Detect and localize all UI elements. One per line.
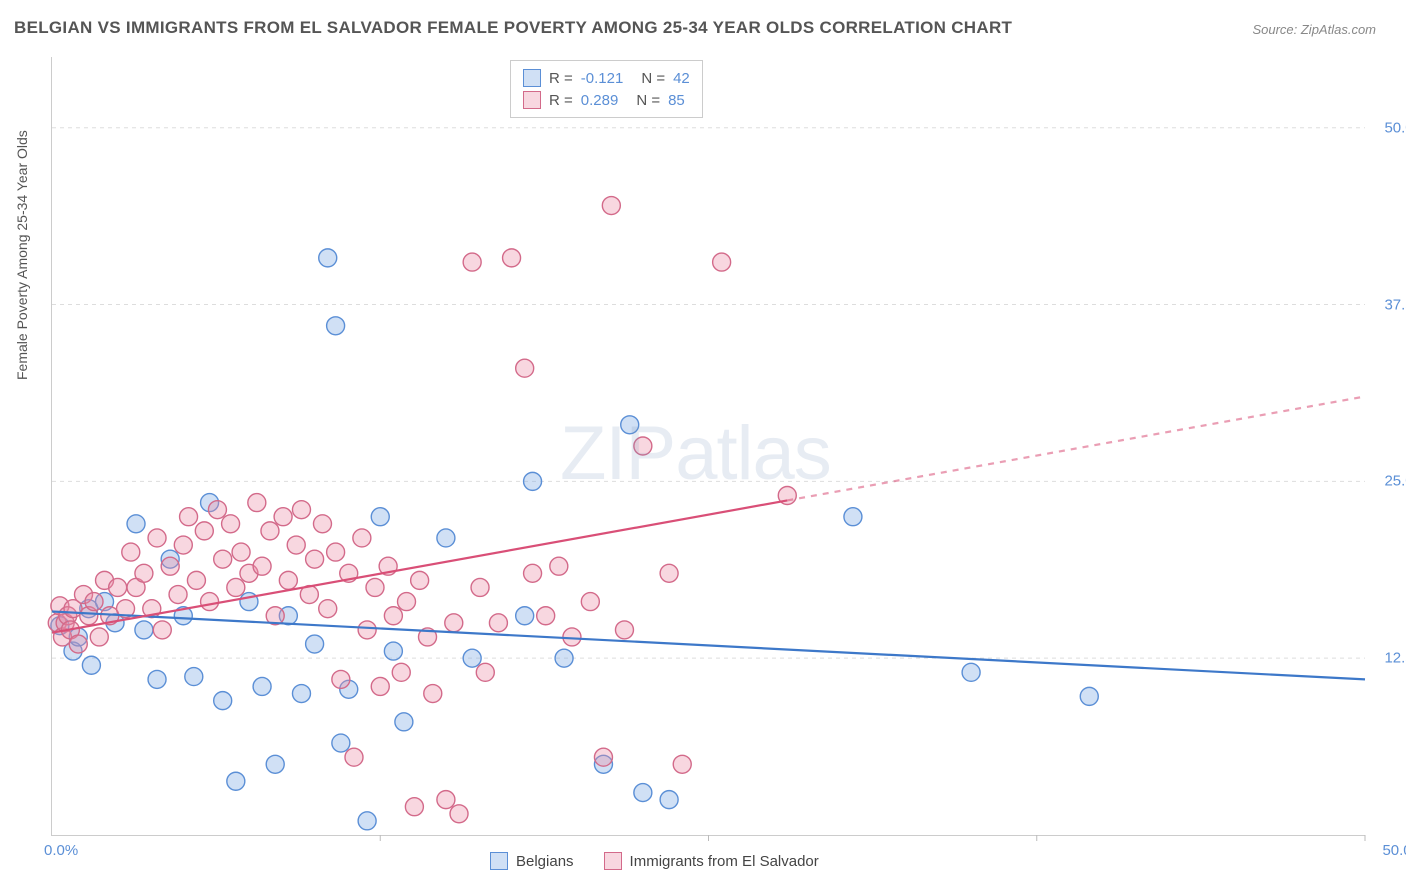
chart-title: BELGIAN VS IMMIGRANTS FROM EL SALVADOR F… — [14, 18, 1012, 38]
y-tick-label: 25.0% — [1384, 473, 1406, 490]
series-legend: Belgians Immigrants from El Salvador — [490, 852, 819, 870]
y-tick-label: 37.5% — [1384, 296, 1406, 313]
y-tick-label: 50.0% — [1384, 119, 1406, 136]
swatch-elsalvador-icon — [604, 852, 622, 870]
swatch-belgians-icon — [490, 852, 508, 870]
swatch-elsalvador — [523, 91, 541, 109]
r-value-belgians: -0.121 — [581, 70, 624, 87]
correlation-legend: R = -0.121 N = 42 R = 0.289 N = 85 — [510, 60, 703, 118]
swatch-belgians — [523, 69, 541, 87]
n-value-elsalvador: 85 — [668, 92, 685, 109]
chart-svg — [52, 57, 1365, 835]
y-tick-label: 12.5% — [1384, 650, 1406, 667]
x-max-label: 50.0% — [1382, 842, 1406, 859]
r-label: R = — [549, 92, 573, 109]
legend-item-belgians: Belgians — [490, 852, 574, 870]
r-label: R = — [549, 70, 573, 87]
x-origin-label: 0.0% — [44, 842, 78, 859]
y-axis-label: Female Poverty Among 25-34 Year Olds — [14, 130, 30, 380]
chart-plot-area: 0.0% 50.0% 12.5%25.0%37.5%50.0% — [51, 57, 1365, 836]
source-attribution: Source: ZipAtlas.com — [1252, 22, 1376, 37]
correlation-row-elsalvador: R = 0.289 N = 85 — [523, 89, 690, 111]
n-label: N = — [641, 70, 665, 87]
n-label: N = — [636, 92, 660, 109]
legend-label-belgians: Belgians — [516, 853, 574, 870]
r-value-elsalvador: 0.289 — [581, 92, 619, 109]
legend-label-elsalvador: Immigrants from El Salvador — [630, 853, 819, 870]
n-value-belgians: 42 — [673, 70, 690, 87]
legend-item-elsalvador: Immigrants from El Salvador — [604, 852, 819, 870]
correlation-row-belgians: R = -0.121 N = 42 — [523, 67, 690, 89]
